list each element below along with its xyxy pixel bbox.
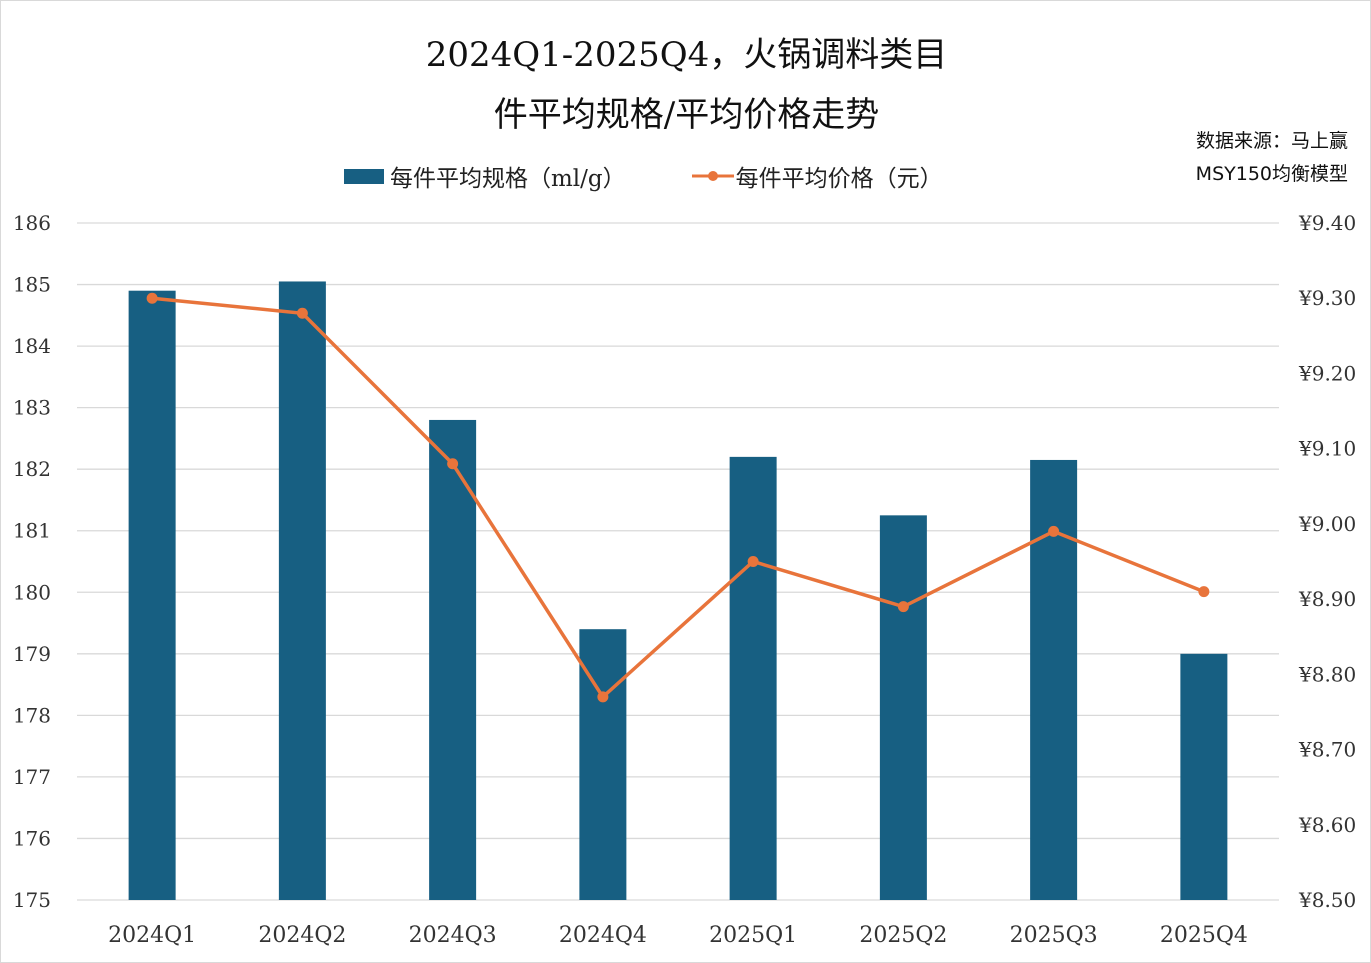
chart-title-line2: 件平均规格/平均价格走势 (493, 95, 880, 135)
left-tick-label: 176 (13, 826, 51, 850)
left-tick-label: 182 (13, 457, 51, 481)
chart-title-line1: 2024Q1-2025Q4，火锅调料类目 (425, 35, 948, 75)
source-note: 数据来源：马上赢 MSY150均衡模型 (1196, 125, 1348, 191)
bar (729, 456, 777, 900)
right-tick-label: ¥8.50 (1298, 888, 1356, 912)
source-line1: 数据来源：马上赢 (1195, 130, 1348, 152)
x-tick-label: 2024Q3 (409, 923, 497, 948)
legend: 每件平均规格（ml/g） 每件平均价格（元） (344, 159, 943, 193)
left-tick-label: 175 (13, 888, 51, 912)
price-point (897, 601, 909, 613)
left-tick-label: 186 (13, 211, 51, 235)
price-point (1048, 525, 1060, 537)
x-tick-label: 2024Q4 (559, 923, 647, 948)
right-tick-label: ¥9.40 (1298, 211, 1356, 235)
x-tick-label: 2025Q4 (1160, 923, 1248, 948)
right-tick-label: ¥8.90 (1298, 587, 1356, 611)
price-line (151, 296, 1205, 700)
bar (278, 281, 326, 901)
bar (1180, 653, 1228, 900)
right-tick-label: ¥9.30 (1298, 286, 1356, 310)
bar (429, 419, 477, 900)
right-tick-label: ¥9.00 (1298, 512, 1356, 536)
price-point (747, 556, 759, 567)
legend-bar-label: 每件平均规格（ml/g） (390, 166, 626, 192)
legend-line-label: 每件平均价格（元） (735, 166, 943, 192)
x-tick-label: 2025Q1 (709, 923, 797, 948)
bar (128, 290, 176, 900)
right-tick-label: ¥8.80 (1298, 662, 1356, 686)
legend-bar-swatch (344, 168, 384, 184)
left-tick-label: 180 (13, 580, 51, 604)
x-tick-label: 2024Q2 (258, 923, 346, 948)
left-tick-label: 183 (13, 396, 51, 420)
price-point (146, 292, 158, 304)
legend-line-swatch (691, 171, 734, 181)
bar (879, 515, 927, 900)
right-tick-label: ¥8.70 (1298, 738, 1356, 762)
price-point (1198, 586, 1210, 598)
price-point (447, 458, 459, 470)
left-tick-label: 177 (13, 765, 51, 789)
right-tick-label: ¥9.20 (1298, 361, 1356, 385)
x-tick-label: 2025Q2 (859, 923, 947, 948)
price-point (296, 307, 308, 319)
right-tick-label: ¥9.10 (1298, 437, 1356, 461)
left-tick-label: 185 (13, 273, 51, 297)
x-tick-label: 2024Q1 (108, 923, 196, 948)
source-line2: MSY150均衡模型 (1195, 163, 1348, 185)
left-tick-label: 184 (13, 334, 51, 358)
left-tick-label: 181 (13, 519, 51, 543)
x-tick-label: 2025Q3 (1010, 923, 1098, 948)
right-tick-label: ¥8.60 (1298, 813, 1356, 837)
left-tick-label: 178 (13, 703, 51, 727)
left-tick-label: 179 (13, 642, 51, 666)
price-point (597, 691, 609, 703)
